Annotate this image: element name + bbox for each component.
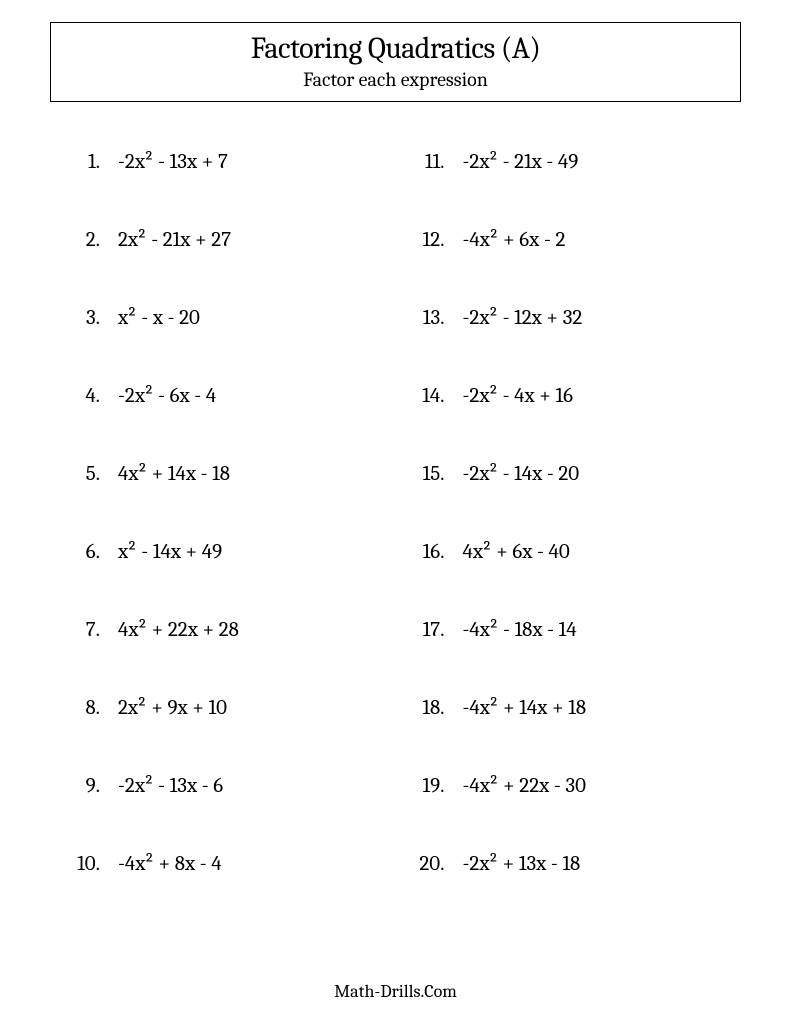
problem-row: 13. -2x² - 12x + 32	[417, 306, 742, 330]
problem-number: 4.	[72, 384, 118, 408]
problem-row: 14. -2x² - 4x + 16	[417, 384, 742, 408]
problem-number: 5.	[72, 462, 118, 486]
problem-number: 2.	[72, 228, 118, 252]
problem-row: 19. -4x² + 22x - 30	[417, 774, 742, 798]
problem-row: 11. -2x² - 21x - 49	[417, 150, 742, 174]
problem-expression: -2x² - 13x + 7	[118, 150, 228, 174]
problem-expression: -2x² - 13x - 6	[118, 774, 223, 798]
page-subtitle: Factor each expression	[67, 68, 724, 91]
problem-expression: 2x² - 21x + 27	[118, 228, 231, 252]
problem-row: 8. 2x² + 9x + 10	[72, 696, 397, 720]
problem-expression: -2x² - 21x - 49	[463, 150, 579, 174]
problem-expression: -4x² + 6x - 2	[463, 228, 566, 252]
problem-number: 19.	[417, 774, 463, 798]
problem-number: 10.	[72, 852, 118, 876]
problem-expression: -2x² + 13x - 18	[463, 852, 581, 876]
problem-row: 15. -2x² - 14x - 20	[417, 462, 742, 486]
left-column: 1. -2x² - 13x + 7 2. 2x² - 21x + 27 3. x…	[72, 150, 397, 930]
problem-number: 11.	[417, 150, 463, 174]
problem-number: 8.	[72, 696, 118, 720]
problem-expression: -2x² - 4x + 16	[463, 384, 573, 408]
problem-expression: 4x² + 14x - 18	[118, 462, 230, 486]
problem-row: 17. -4x² - 18x - 14	[417, 618, 742, 642]
problem-number: 14.	[417, 384, 463, 408]
problem-expression: -4x² + 22x - 30	[463, 774, 586, 798]
problem-expression: -4x² - 18x - 14	[463, 618, 577, 642]
problem-expression: -4x² + 8x - 4	[118, 852, 222, 876]
problem-row: 20. -2x² + 13x - 18	[417, 852, 742, 876]
footer-text: Math-Drills.Com	[0, 981, 791, 1002]
problem-expression: 4x² + 6x - 40	[463, 540, 570, 564]
problem-row: 9. -2x² - 13x - 6	[72, 774, 397, 798]
problem-row: 4. -2x² - 6x - 4	[72, 384, 397, 408]
problem-number: 6.	[72, 540, 118, 564]
problem-number: 3.	[72, 306, 118, 330]
problem-expression: -2x² - 14x - 20	[463, 462, 580, 486]
problem-number: 1.	[72, 150, 118, 174]
problem-expression: -2x² - 6x - 4	[118, 384, 216, 408]
problem-row: 3. x² - x - 20	[72, 306, 397, 330]
problem-expression: -2x² - 12x + 32	[463, 306, 583, 330]
problem-row: 10. -4x² + 8x - 4	[72, 852, 397, 876]
problem-expression: 2x² + 9x + 10	[118, 696, 227, 720]
problem-expression: x² - x - 20	[118, 306, 200, 330]
right-column: 11. -2x² - 21x - 49 12. -4x² + 6x - 2 13…	[417, 150, 742, 930]
problem-expression: -4x² + 14x + 18	[463, 696, 587, 720]
problem-number: 18.	[417, 696, 463, 720]
problem-expression: 4x² + 22x + 28	[118, 618, 239, 642]
problem-expression: x² - 14x + 49	[118, 540, 222, 564]
header-box: Factoring Quadratics (A) Factor each exp…	[50, 22, 741, 102]
problem-number: 16.	[417, 540, 463, 564]
problem-row: 2. 2x² - 21x + 27	[72, 228, 397, 252]
problem-number: 7.	[72, 618, 118, 642]
problem-row: 18. -4x² + 14x + 18	[417, 696, 742, 720]
problem-number: 17.	[417, 618, 463, 642]
problem-number: 20.	[417, 852, 463, 876]
problem-number: 12.	[417, 228, 463, 252]
problem-number: 13.	[417, 306, 463, 330]
problems-container: 1. -2x² - 13x + 7 2. 2x² - 21x + 27 3. x…	[50, 150, 741, 930]
problem-number: 9.	[72, 774, 118, 798]
problem-row: 16. 4x² + 6x - 40	[417, 540, 742, 564]
problem-row: 7. 4x² + 22x + 28	[72, 618, 397, 642]
problem-row: 6. x² - 14x + 49	[72, 540, 397, 564]
page-title: Factoring Quadratics (A)	[67, 31, 724, 66]
problem-number: 15.	[417, 462, 463, 486]
problem-row: 5. 4x² + 14x - 18	[72, 462, 397, 486]
problem-row: 12. -4x² + 6x - 2	[417, 228, 742, 252]
problem-row: 1. -2x² - 13x + 7	[72, 150, 397, 174]
